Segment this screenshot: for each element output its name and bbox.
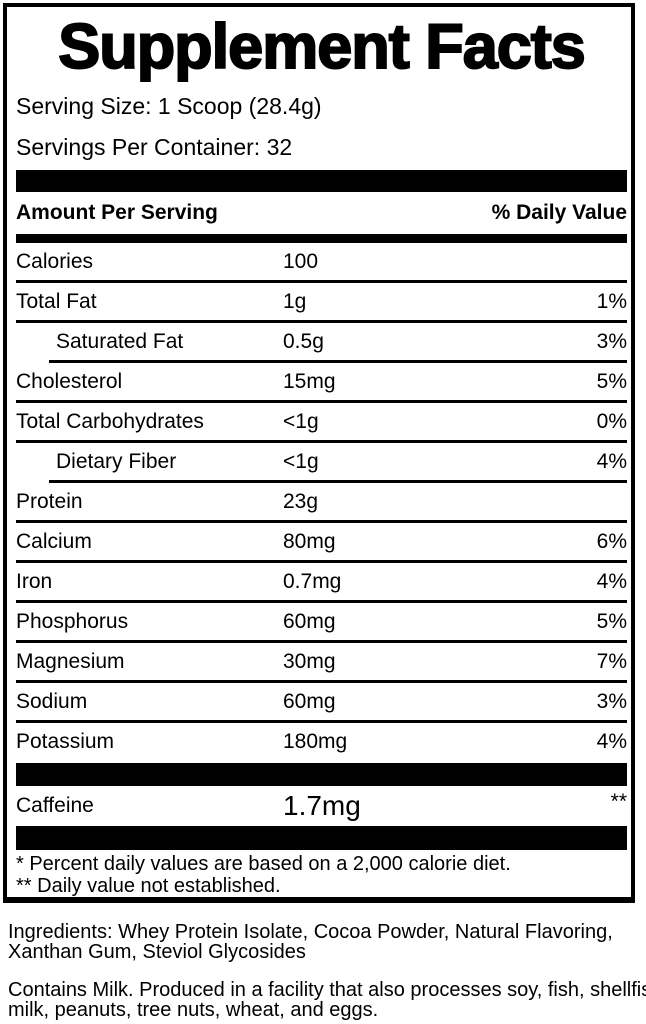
table-row-caffeine: Caffeine 1.7mg **: [16, 786, 627, 826]
nutrient-amount: 23g: [283, 490, 319, 513]
allergen-statement: Contains Milk. Produced in a facility th…: [8, 980, 646, 1020]
nutrient-label: Iron: [16, 570, 53, 593]
row-separator: [16, 680, 627, 683]
row-separator: [16, 320, 627, 323]
nutrient-label: Dietary Fiber: [56, 450, 177, 473]
supplement-facts-panel: Supplement Facts Serving Size: 1 Scoop (…: [3, 3, 635, 903]
nutrient-label: Magnesium: [16, 650, 125, 673]
row-separator: [16, 520, 627, 523]
nutrient-percent: 4%: [596, 450, 627, 473]
table-row-phosphorus: Phosphorus 60mg 5%: [16, 603, 627, 640]
nutrient-percent: 4%: [596, 570, 627, 593]
nutrient-percent: 3%: [596, 690, 627, 713]
nutrient-percent: 3%: [596, 330, 627, 353]
nutrient-percent: 5%: [596, 610, 627, 633]
row-separator: [16, 280, 627, 283]
divider-bar-medium: [16, 234, 627, 243]
table-row-total-fat: Total Fat 1g 1%: [16, 283, 627, 320]
nutrient-amount: 100: [283, 250, 319, 273]
row-separator: [16, 400, 627, 403]
table-row-total-carbohydrates: Total Carbohydrates <1g 0%: [16, 403, 627, 440]
footnote-not-established: ** Daily value not established.: [16, 875, 281, 897]
nutrient-amount: 60mg: [283, 610, 336, 633]
nutrient-amount: 1.7mg: [283, 790, 361, 821]
nutrient-amount: 60mg: [283, 690, 336, 713]
nutrient-label: Protein: [16, 490, 83, 513]
nutrient-label: Saturated Fat: [56, 330, 184, 353]
nutrient-percent: 7%: [596, 650, 627, 673]
nutrient-label: Phosphorus: [16, 610, 129, 633]
table-header-row: Amount Per Serving % Daily Value: [16, 192, 627, 234]
table-row-cholesterol: Cholesterol 15mg 5%: [16, 363, 627, 400]
row-separator: [16, 640, 627, 643]
footnote-daily-values: * Percent daily values are based on a 2,…: [16, 853, 511, 875]
table-row-dietary-fiber: Dietary Fiber <1g 4%: [16, 443, 627, 480]
nutrient-percent: 4%: [596, 730, 627, 753]
nutrient-amount: 15mg: [283, 370, 336, 393]
ingredients-text: Ingredients: Whey Protein Isolate, Cocoa…: [8, 922, 613, 962]
row-separator: [16, 560, 627, 563]
nutrient-amount: 30mg: [283, 650, 336, 673]
nutrient-amount: 80mg: [283, 530, 336, 553]
table-row-calcium: Calcium 80mg 6%: [16, 523, 627, 560]
row-separator-indented: [49, 360, 627, 363]
nutrient-label: Total Fat: [16, 290, 97, 313]
nutrient-percent: 5%: [596, 370, 627, 393]
allergen-line-1: Contains Milk. Produced in a facility th…: [8, 979, 646, 1001]
divider-bar-thick: [16, 826, 627, 850]
allergen-line-2: milk, peanuts, tree nuts, wheat, and egg…: [8, 999, 379, 1021]
nutrient-label: Potassium: [16, 730, 115, 753]
serving-size-text: Serving Size: 1 Scoop (28.4g): [16, 93, 322, 119]
table-row-iron: Iron 0.7mg 4%: [16, 563, 627, 600]
row-separator-indented: [49, 480, 627, 483]
row-separator: [16, 600, 627, 603]
nutrient-label: Sodium: [16, 690, 88, 713]
nutrient-amount: <1g: [283, 450, 319, 473]
table-row-magnesium: Magnesium 30mg 7%: [16, 643, 627, 680]
ingredients-line-1: Ingredients: Whey Protein Isolate, Cocoa…: [8, 921, 613, 943]
divider-bar-thick: [16, 170, 627, 192]
row-separator: [16, 720, 627, 723]
divider-bar-thick: [16, 763, 627, 786]
nutrient-label: Total Carbohydrates: [16, 410, 204, 433]
nutrient-percent: 1%: [596, 290, 627, 313]
nutrient-label: Cholesterol: [16, 370, 123, 393]
table-row-sodium: Sodium 60mg 3%: [16, 683, 627, 720]
nutrient-amount: 0.7mg: [283, 570, 342, 593]
nutrient-amount: 0.5g: [283, 330, 324, 353]
row-separator: [16, 440, 627, 443]
table-row-saturated-fat: Saturated Fat 0.5g 3%: [16, 323, 627, 360]
nutrient-amount: 180mg: [283, 730, 348, 753]
nutrient-percent: **: [610, 790, 627, 813]
nutrient-percent: 0%: [596, 410, 627, 433]
amount-per-serving-header: Amount Per Serving: [16, 201, 218, 224]
nutrient-label: Caffeine: [16, 794, 94, 817]
nutrient-label: Calcium: [16, 530, 92, 553]
ingredients-line-2: Xanthan Gum, Steviol Glycosides: [8, 941, 306, 963]
nutrient-percent: 6%: [596, 530, 627, 553]
footnotes: * Percent daily values are based on a 2,…: [16, 853, 627, 897]
servings-per-container-text: Servings Per Container: 32: [16, 134, 293, 160]
table-row-potassium: Potassium 180mg 4%: [16, 723, 627, 760]
nutrient-amount: 1g: [283, 290, 307, 313]
nutrient-amount: <1g: [283, 410, 319, 433]
panel-title: Supplement Facts: [57, 11, 587, 83]
table-row-calories: Calories 100: [16, 243, 627, 280]
table-row-protein: Protein 23g: [16, 483, 627, 520]
nutrient-label: Calories: [16, 250, 94, 273]
daily-value-header: % Daily Value: [491, 201, 627, 224]
